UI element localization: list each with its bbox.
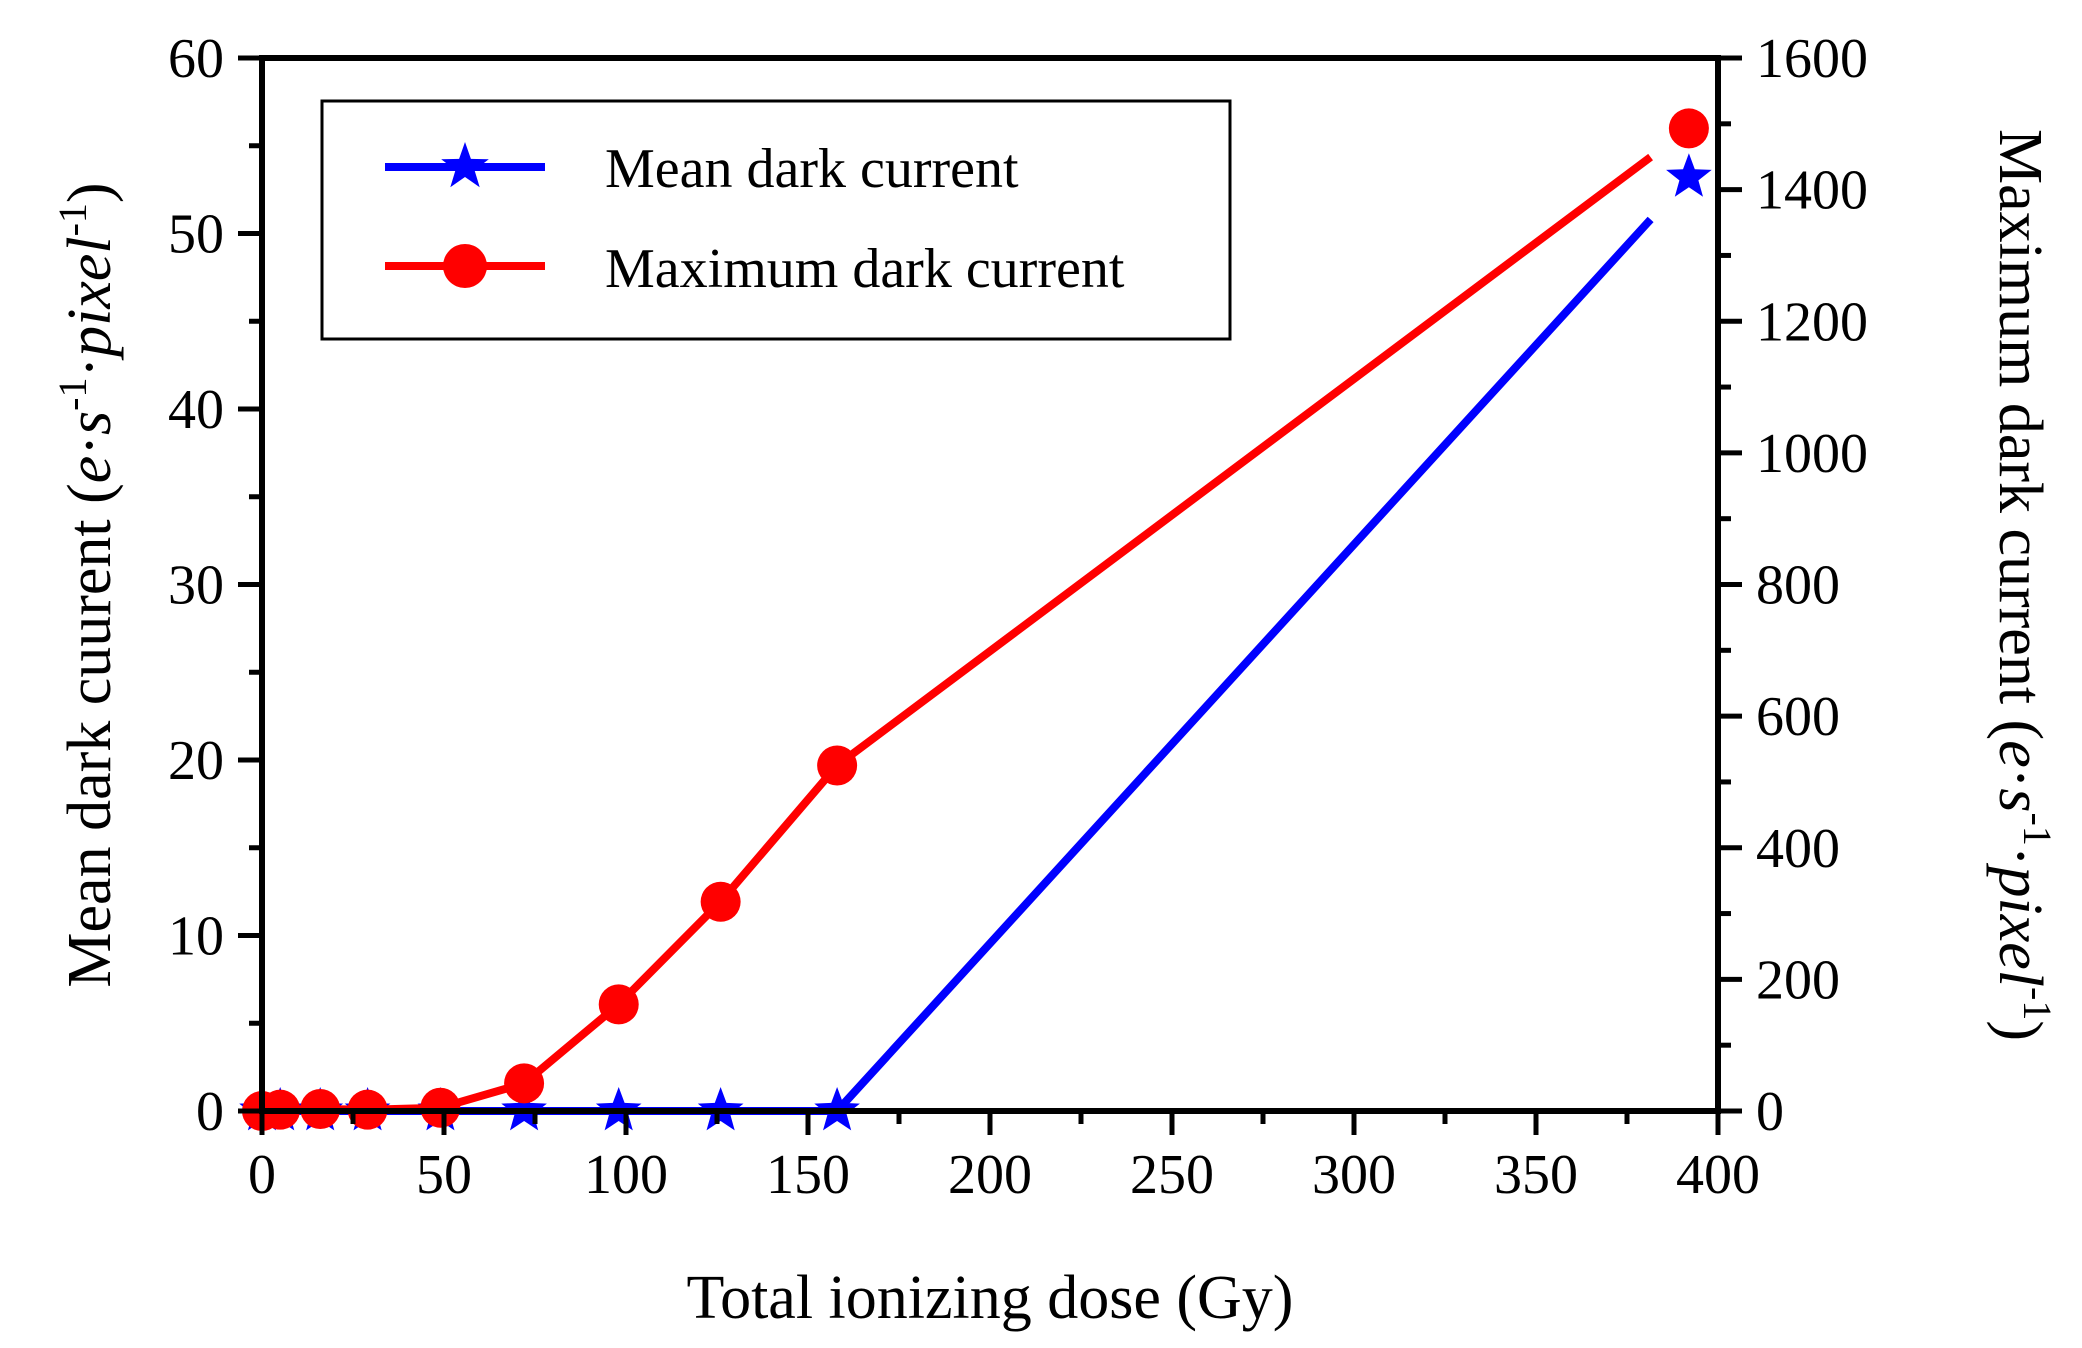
x-tick-label: 200 — [948, 1144, 1032, 1206]
max-point-circle — [504, 1063, 545, 1104]
legend-label-max: Maximum dark current — [605, 238, 1125, 300]
mean-point-star — [1666, 153, 1712, 197]
y-right-tick-label: 1000 — [1756, 423, 1868, 485]
y-right-tick-label: 600 — [1756, 686, 1840, 748]
x-tick-label: 150 — [766, 1144, 850, 1206]
legend: Mean dark current Maximum dark current — [320, 99, 1232, 341]
y-right-tick-label: 800 — [1756, 555, 1840, 617]
y-axis-title-right: Maximum dark current (e·s-1·pixel-1) — [1986, 129, 2060, 1041]
y-left-tick-label: 50 — [168, 204, 224, 266]
x-tick-label: 250 — [1130, 1144, 1214, 1206]
max-point-circle — [817, 745, 858, 786]
legend-circle-marker-icon — [443, 244, 487, 288]
y-axis-title-left: Mean dark cuurent (e·s-1·pixel-1) — [50, 182, 124, 987]
max-point-circle — [598, 984, 639, 1025]
x-tick-label: 350 — [1494, 1144, 1578, 1206]
x-axis-title: Total ionizing dose (Gy) — [687, 1264, 1294, 1332]
y-right-tick-label: 1200 — [1756, 291, 1868, 353]
y-left-tick-label: 40 — [168, 379, 224, 441]
y-left-tick-label: 60 — [168, 28, 224, 90]
legend-star-marker-icon — [441, 142, 489, 188]
x-tick-label: 400 — [1676, 1144, 1760, 1206]
max-point-circle — [700, 881, 741, 922]
y-right-tick-label: 1400 — [1756, 160, 1868, 222]
x-tick-label: 0 — [248, 1144, 276, 1206]
y-left-tick-label: 10 — [168, 906, 224, 968]
x-tick-label: 100 — [584, 1144, 668, 1206]
y-right-tick-label: 1600 — [1756, 28, 1868, 90]
max-point-circle — [1668, 108, 1709, 149]
legend-label-mean: Mean dark current — [605, 138, 1019, 200]
x-tick-label: 300 — [1312, 1144, 1396, 1206]
x-tick-label: 50 — [416, 1144, 472, 1206]
ticks-layer: 0 50 100 150 200 250 300 350 4000102030405060020… — [168, 28, 1868, 1206]
y-right-tick-label: 200 — [1756, 949, 1840, 1011]
y-right-tick-label: 0 — [1756, 1081, 1784, 1143]
legend-box — [320, 99, 1232, 341]
max-point-circle — [420, 1087, 461, 1128]
y-right-tick-label: 400 — [1756, 818, 1840, 880]
y-left-tick-label: 30 — [168, 555, 224, 617]
series-line-mean — [262, 216, 1654, 1115]
y-left-tick-label: 20 — [168, 730, 224, 792]
y-left-tick-label: 0 — [196, 1081, 224, 1143]
